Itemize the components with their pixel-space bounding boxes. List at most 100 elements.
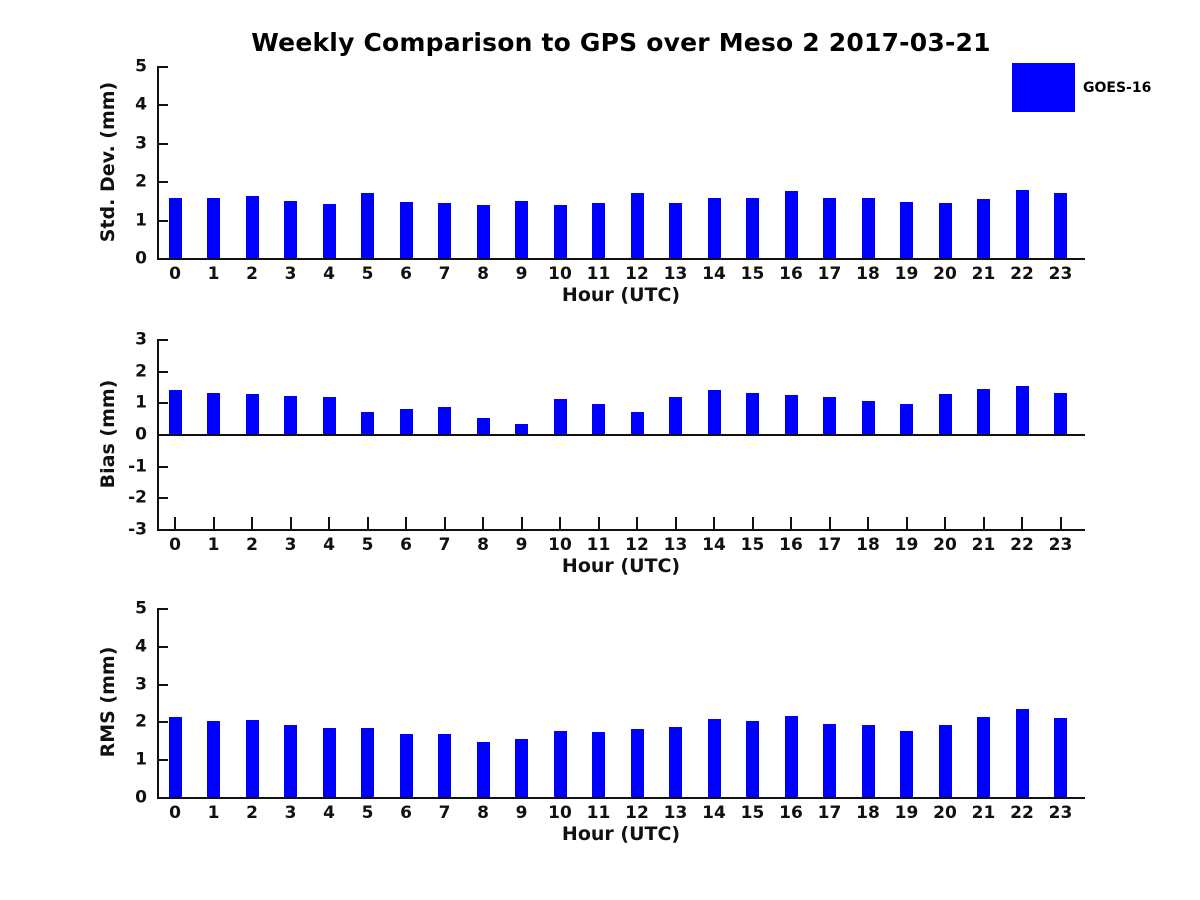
x-tick: [289, 517, 292, 529]
y-tick: [159, 721, 168, 723]
x-tick-label: 4: [323, 803, 335, 823]
x-tick: [597, 517, 600, 529]
x-tick-label: 12: [625, 803, 649, 823]
bar-hour-13: [669, 397, 682, 434]
x-tick-label: 22: [1010, 535, 1034, 555]
bar-hour-4: [323, 204, 336, 258]
x-tick-label: 10: [548, 535, 572, 555]
x-tick-label: 2: [246, 535, 258, 555]
bar-hour-8: [477, 742, 490, 797]
x-tick-label: 1: [207, 264, 220, 284]
bar-hour-18: [862, 198, 875, 258]
x-tick: [751, 517, 754, 529]
y-tick-label: 3: [135, 674, 147, 695]
x-tick-label: 15: [740, 803, 765, 823]
x-tick-label: 6: [400, 535, 412, 555]
x-tick-label: 23: [1048, 264, 1073, 284]
y-tick-label: 2: [135, 171, 147, 192]
x-tick: [559, 517, 561, 529]
x-tick-label: 4: [323, 264, 335, 284]
bar-hour-14: [708, 198, 721, 258]
y-tick: [159, 258, 168, 260]
x-tick-label: 17: [817, 264, 842, 284]
x-tick-label: 7: [438, 803, 451, 823]
y-tick-label: 1: [135, 210, 147, 231]
x-tick: [828, 517, 831, 529]
x-axis-spine: [157, 258, 1085, 260]
bar-hour-20: [939, 203, 952, 258]
x-tick-label: 21: [971, 264, 996, 284]
x-tick-label: 22: [1010, 803, 1034, 823]
y-tick-label: 0: [135, 424, 147, 445]
bar-hour-18: [862, 725, 875, 797]
bar-hour-17: [823, 198, 836, 258]
x-tick: [1059, 517, 1062, 529]
bar-hour-16: [785, 395, 798, 434]
x-tick: [405, 517, 407, 529]
y-tick: [159, 759, 168, 761]
x-tick-label: 20: [933, 535, 957, 555]
x-tick-label: 16: [779, 803, 803, 823]
x-axis-label-hour-utc-top: Hour (UTC): [561, 284, 681, 306]
x-tick-label: 6: [400, 264, 412, 284]
y-tick-label: -1: [128, 456, 147, 477]
x-tick: [212, 517, 215, 529]
bar-hour-19: [900, 731, 913, 797]
bar-hour-14: [708, 719, 721, 797]
bar-hour-3: [284, 396, 297, 434]
bar-hour-23: [1054, 393, 1067, 434]
bar-hour-5: [361, 728, 374, 797]
x-tick-label: 9: [515, 264, 528, 284]
y-tick-label: 5: [135, 56, 147, 77]
x-tick-label: 9: [515, 803, 528, 823]
bar-hour-23: [1054, 193, 1067, 258]
bar-hour-22: [1016, 709, 1029, 797]
bar-hour-21: [977, 389, 990, 434]
x-tick: [366, 517, 369, 529]
x-tick-label: 14: [702, 264, 726, 284]
x-tick-label: 14: [702, 803, 726, 823]
zero-baseline: [157, 434, 1085, 436]
y-tick-label: 5: [135, 598, 147, 619]
x-tick-label: 10: [548, 264, 572, 284]
x-tick-label: 5: [361, 803, 374, 823]
x-tick-label: 2: [246, 264, 258, 284]
y-tick: [159, 143, 168, 145]
x-tick-label: 21: [971, 535, 996, 555]
y-tick: [159, 104, 168, 106]
x-tick-label: 11: [586, 803, 611, 823]
x-tick-label: 8: [477, 803, 489, 823]
bar-hour-1: [207, 198, 220, 258]
x-tick-label: 11: [586, 264, 611, 284]
y-tick: [159, 339, 168, 341]
bar-hour-15: [746, 198, 759, 258]
x-tick-label: 3: [284, 803, 297, 823]
bar-hour-22: [1016, 190, 1029, 258]
bar-hour-15: [746, 721, 759, 797]
bar-hour-7: [438, 734, 451, 797]
x-tick: [674, 517, 677, 529]
y-tick: [159, 466, 168, 468]
x-tick: [520, 517, 523, 529]
x-tick-label: 23: [1048, 535, 1073, 555]
x-tick-label: 5: [361, 535, 374, 555]
bar-hour-8: [477, 418, 490, 434]
legend-swatch-goes16: [1012, 63, 1075, 112]
x-tick-label: 12: [625, 535, 649, 555]
y-tick-label: 3: [135, 133, 147, 154]
bar-hour-9: [515, 424, 528, 434]
bar-hour-21: [977, 717, 990, 797]
y-tick: [159, 797, 168, 799]
bar-hour-13: [669, 203, 682, 258]
bar-hour-5: [361, 193, 374, 258]
x-tick-label: 8: [477, 264, 489, 284]
y-axis-spine: [157, 608, 159, 799]
x-tick: [636, 517, 638, 529]
y-tick: [159, 608, 168, 610]
x-tick-label: 21: [971, 803, 996, 823]
x-axis-spine: [157, 797, 1085, 799]
x-tick-label: 17: [817, 803, 842, 823]
x-tick-label: 19: [894, 535, 919, 555]
